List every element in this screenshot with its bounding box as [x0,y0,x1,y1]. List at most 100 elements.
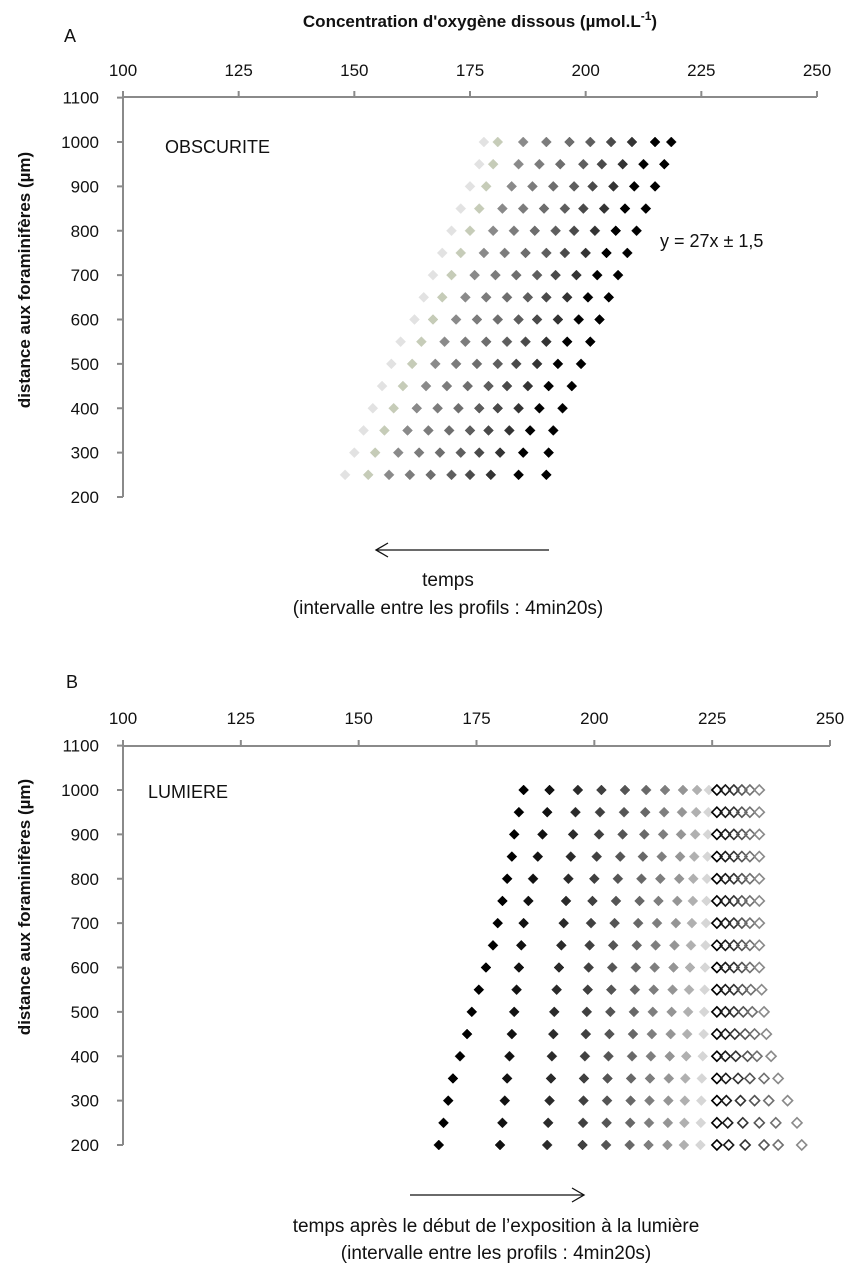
data-point-a-s9-10 [621,247,633,259]
data-point-b-s12-4 [729,1050,742,1063]
data-point-a-s6-10 [559,247,571,259]
data-point-b-s10-2 [710,1094,724,1107]
data-point-b-s2-2 [544,1095,555,1106]
data-point-b-s10-7 [710,983,724,996]
data-point-b-s15-0 [795,1138,808,1152]
data-point-b-s7-9 [669,939,680,951]
data-point-b-s6-4 [645,1050,657,1062]
data-point-b-s8-15 [690,806,702,818]
data-point-a-s6-3 [492,402,504,414]
data-point-b-s9-6 [698,1006,710,1018]
data-point-a-s5-13 [568,181,580,192]
data-point-b-s7-6 [666,1006,677,1018]
data-point-b-s1-0 [494,1139,506,1151]
data-point-b-s2-0 [541,1139,553,1151]
data-point-a-s0-0 [339,469,351,481]
data-point-b-s1-1 [497,1117,508,1129]
data-point-b-s9-4 [697,1050,709,1062]
data-point-b-s13-14 [735,828,748,841]
data-point-b-s15-1 [790,1116,804,1129]
data-point-b-s11-3 [719,1072,732,1085]
data-point-b-s7-13 [674,851,686,862]
data-point-b-s8-5 [681,1028,693,1040]
data-point-b-s11-4 [719,1050,732,1063]
data-point-a-s6-0 [464,469,476,481]
data-point-a-s6-11 [568,225,580,237]
data-point-b-s10-10 [710,916,724,930]
chart-panel-b: B 100 125 150 175 200 225 250 200 300 400 500 600 70… [15,672,844,1264]
data-point-b-s7-2 [662,1095,674,1106]
data-point-b-s4-1 [601,1117,612,1129]
data-point-b-s14-1 [769,1116,782,1129]
data-point-b-s5-0 [624,1139,636,1151]
data-point-a-s7-12 [598,203,610,214]
data-point-b-s12-11 [727,894,740,908]
data-point-b-s11-15 [719,806,732,819]
data-point-b-s2-13 [565,851,577,862]
data-point-b-s11-7 [719,983,732,996]
data-point-b-s13-4 [741,1050,754,1063]
data-point-b-s2-9 [555,939,567,951]
data-point-b-s4-9 [607,939,619,951]
data-point-b-s9-2 [695,1095,707,1106]
data-point-a-s9-7 [594,314,605,325]
data-point-b-s6-11 [653,895,664,907]
data-point-b-s12-3 [731,1072,745,1085]
data-point-a-s0-3 [367,402,379,414]
data-point-a-s1-0 [362,469,374,481]
axes-b: 100 125 150 175 200 225 250 200 300 400 500 600 700 8… [61,709,844,1155]
data-point-b-s10-14 [710,828,724,841]
data-point-b-s12-12 [727,872,740,885]
y-axis-title-a: distance aux foraminifères (µm) [15,152,34,408]
data-point-b-s7-7 [667,984,678,996]
data-point-b-s0-9 [487,939,499,951]
data-point-b-s1-5 [506,1028,518,1040]
data-point-b-s15-10 [753,916,766,930]
y-tick-label: 700 [71,914,99,933]
data-point-a-s5-9 [531,269,543,281]
data-point-b-s10-5 [710,1027,724,1041]
data-point-b-s10-9 [710,939,724,952]
data-point-b-s7-15 [676,806,688,818]
data-point-b-s10-1 [710,1116,724,1129]
data-point-a-s1-5 [406,358,418,370]
data-point-b-s12-0 [739,1138,752,1152]
data-point-a-s4-7 [492,314,504,325]
data-point-a-s4-13 [547,181,559,192]
data-point-b-s4-8 [606,962,618,973]
data-point-b-s12-1 [736,1116,749,1129]
data-point-b-s3-1 [577,1117,589,1129]
data-point-b-s5-14 [638,829,650,840]
data-point-a-s1-3 [388,402,400,414]
data-point-b-s0-6 [466,1006,478,1018]
data-point-b-s9-0 [695,1139,706,1151]
data-point-a-s0-7 [409,314,420,325]
data-point-b-s13-16 [735,783,748,797]
data-point-b-s4-10 [609,917,620,929]
data-point-a-s2-7 [450,314,462,325]
data-point-b-s14-6 [746,1005,759,1019]
data-point-b-s13-6 [737,1005,750,1019]
data-point-a-s9-2 [547,425,559,436]
data-point-a-s0-2 [358,425,369,436]
data-point-b-s8-1 [679,1117,690,1129]
data-point-a-s2-8 [460,291,471,303]
data-point-a-s8-7 [573,314,585,325]
data-point-a-s7-1 [494,447,506,458]
y-tick-label: 700 [71,266,99,285]
data-point-a-s4-15 [564,136,575,148]
data-point-b-s3-16 [596,784,607,796]
data-point-a-s9-9 [612,269,624,281]
data-point-b-s3-9 [584,939,595,951]
data-point-b-s4-15 [618,806,630,818]
data-point-b-s15-8 [753,961,766,974]
data-point-a-s2-0 [383,469,395,481]
data-point-a-s4-10 [520,247,531,259]
data-point-b-s9-16 [703,784,715,796]
data-point-b-s2-4 [546,1050,558,1062]
data-point-b-s3-3 [578,1073,590,1084]
data-point-a-s6-14 [596,158,608,170]
data-point-a-s9-5 [575,358,587,370]
data-point-a-s7-0 [485,469,497,481]
data-point-b-s9-8 [699,962,711,973]
